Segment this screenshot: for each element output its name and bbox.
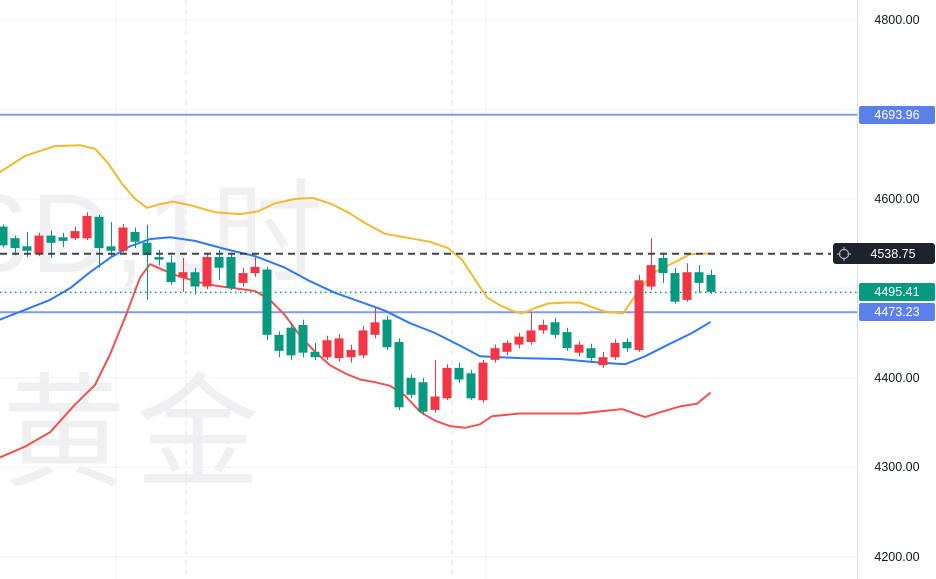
- candle: [226, 252, 236, 291]
- candle: [202, 252, 212, 290]
- candle: [70, 226, 80, 240]
- candle: [658, 252, 668, 283]
- candle: [94, 215, 104, 268]
- candle: [358, 325, 368, 359]
- candle: [34, 232, 44, 257]
- candle: [682, 263, 692, 302]
- candle: [502, 340, 512, 356]
- axis-tick-label: 4400.00: [874, 371, 920, 385]
- candle: [298, 319, 308, 358]
- candle: [634, 274, 644, 352]
- candle: [646, 238, 656, 291]
- candle: [454, 362, 464, 384]
- candle: [382, 316, 392, 350]
- candle: [370, 308, 380, 339]
- candle: [10, 235, 20, 256]
- grid-vertical: [115, 0, 487, 579]
- candle: [550, 317, 560, 339]
- candle: [526, 311, 536, 345]
- candle: [82, 212, 92, 240]
- candle: [346, 344, 356, 363]
- candle: [694, 265, 704, 293]
- candle: [562, 327, 572, 351]
- overlay-band-middle: [0, 236, 711, 366]
- candle: [130, 227, 140, 249]
- candle: [586, 343, 596, 361]
- candle: [214, 249, 224, 281]
- candle: [58, 232, 68, 248]
- candle: [706, 269, 716, 294]
- price-line-value: 4538.75: [870, 246, 916, 261]
- candle: [310, 342, 320, 360]
- candles-layer: [0, 212, 716, 416]
- axis-price-badge[interactable]: 4693.96: [859, 106, 935, 124]
- candle: [238, 267, 248, 287]
- candle: [418, 377, 428, 416]
- candle: [538, 319, 548, 334]
- candle: [466, 369, 476, 401]
- candle: [490, 344, 500, 363]
- candle: [154, 249, 164, 266]
- overlay-band-lower: [0, 263, 711, 459]
- candle: [322, 335, 332, 360]
- candle: [334, 333, 344, 362]
- candle: [178, 257, 188, 292]
- candle: [286, 322, 296, 360]
- candle: [0, 224, 8, 248]
- candle: [262, 266, 272, 341]
- axis-tick-label: 4600.00: [874, 192, 920, 206]
- crosshair-target-icon[interactable]: [833, 243, 855, 264]
- candle: [166, 255, 176, 285]
- axis-price-badge[interactable]: 4495.41: [859, 283, 935, 301]
- candle: [574, 341, 584, 357]
- candle: [106, 222, 116, 257]
- candle: [250, 257, 260, 277]
- axis-tick-label: 4800.00: [874, 13, 920, 27]
- candle: [118, 223, 128, 253]
- axis-price-badge[interactable]: 4473.23: [859, 303, 935, 321]
- price-axis[interactable]: 4800.00 4600.00 4400.00 4300.00 4200.00 4693.…: [857, 0, 936, 579]
- axis-tick-label: 4200.00: [874, 550, 920, 564]
- price-line-badge[interactable]: 4538.75: [833, 243, 935, 264]
- candle: [430, 359, 440, 413]
- candle: [394, 338, 404, 410]
- candle: [598, 351, 608, 368]
- candle: [514, 333, 524, 349]
- candle: [442, 364, 452, 401]
- grid-horizontal: [0, 19, 857, 558]
- candle: [406, 374, 416, 399]
- candle: [622, 338, 632, 352]
- candle: [274, 331, 284, 358]
- candlestick-canvas[interactable]: [0, 0, 857, 579]
- candle: [478, 359, 488, 403]
- candle: [142, 224, 152, 300]
- candle: [670, 267, 680, 304]
- candle: [610, 339, 620, 360]
- candle: [190, 267, 200, 295]
- overlay-band-upper: [0, 144, 711, 315]
- axis-tick-label: 4300.00: [874, 460, 920, 474]
